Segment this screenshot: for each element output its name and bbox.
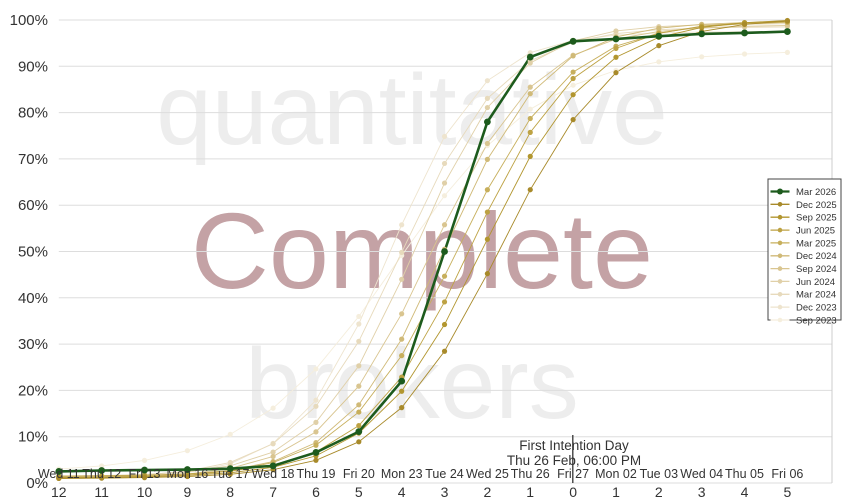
svg-text:Sep 2023: Sep 2023 xyxy=(796,315,837,326)
svg-text:2: 2 xyxy=(655,484,663,500)
svg-text:Mar 2026: Mar 2026 xyxy=(796,187,836,198)
svg-text:Jun 2024: Jun 2024 xyxy=(796,277,835,288)
svg-text:Thu 12: Thu 12 xyxy=(82,467,121,481)
svg-text:Thu 26 Feb, 06:00 PM: Thu 26 Feb, 06:00 PM xyxy=(507,453,641,468)
svg-text:60%: 60% xyxy=(18,197,48,214)
svg-text:Mon 16: Mon 16 xyxy=(167,467,209,481)
svg-text:Wed 25: Wed 25 xyxy=(466,467,509,481)
svg-text:Wed 11: Wed 11 xyxy=(38,467,80,481)
svg-text:4: 4 xyxy=(398,484,406,500)
svg-text:Mar 2025: Mar 2025 xyxy=(796,238,836,249)
svg-text:3: 3 xyxy=(441,484,449,500)
svg-text:Fri 06: Fri 06 xyxy=(771,467,803,481)
svg-text:5: 5 xyxy=(784,484,792,500)
svg-text:Thu 19: Thu 19 xyxy=(297,467,336,481)
svg-text:quantitative: quantitative xyxy=(156,54,667,166)
svg-text:100%: 100% xyxy=(10,12,48,29)
svg-text:Wed 18: Wed 18 xyxy=(252,467,295,481)
svg-text:80%: 80% xyxy=(18,105,48,122)
svg-text:Fri 13: Fri 13 xyxy=(129,467,161,481)
svg-text:Wed 04: Wed 04 xyxy=(680,467,723,481)
svg-text:7: 7 xyxy=(269,484,277,500)
svg-text:10%: 10% xyxy=(18,429,48,446)
svg-text:0: 0 xyxy=(569,484,577,500)
svg-text:Jun 2025: Jun 2025 xyxy=(796,226,835,237)
svg-text:Sep 2025: Sep 2025 xyxy=(796,213,837,224)
svg-text:12: 12 xyxy=(51,484,67,500)
svg-text:9: 9 xyxy=(184,484,192,500)
svg-text:Thu 26: Thu 26 xyxy=(511,467,550,481)
svg-text:Sep 2024: Sep 2024 xyxy=(796,264,837,275)
svg-text:5: 5 xyxy=(355,484,363,500)
svg-text:1: 1 xyxy=(526,484,534,500)
svg-text:Mon 02: Mon 02 xyxy=(595,467,637,481)
svg-text:Dec 2023: Dec 2023 xyxy=(796,303,837,314)
svg-text:First Intention Day: First Intention Day xyxy=(519,438,629,453)
svg-text:Dec 2024: Dec 2024 xyxy=(796,251,837,262)
svg-text:6: 6 xyxy=(312,484,320,500)
svg-text:8: 8 xyxy=(226,484,234,500)
svg-text:50%: 50% xyxy=(18,244,48,261)
svg-text:Mon 23: Mon 23 xyxy=(381,467,423,481)
svg-text:20%: 20% xyxy=(18,382,48,399)
svg-text:1: 1 xyxy=(612,484,620,500)
svg-text:90%: 90% xyxy=(18,58,48,75)
svg-text:40%: 40% xyxy=(18,290,48,307)
svg-text:Tue 03: Tue 03 xyxy=(640,467,679,481)
svg-text:Fri 20: Fri 20 xyxy=(343,467,375,481)
svg-text:Tue 24: Tue 24 xyxy=(425,467,464,481)
svg-text:11: 11 xyxy=(94,484,109,500)
svg-text:4: 4 xyxy=(741,484,749,500)
svg-text:3: 3 xyxy=(698,484,706,500)
svg-text:Thu 05: Thu 05 xyxy=(725,467,764,481)
svg-text:Dec 2025: Dec 2025 xyxy=(796,200,837,211)
svg-text:70%: 70% xyxy=(18,151,48,168)
svg-text:brokers: brokers xyxy=(245,328,578,440)
svg-text:30%: 30% xyxy=(18,336,48,353)
svg-text:2: 2 xyxy=(484,484,492,500)
svg-text:10: 10 xyxy=(137,484,153,500)
svg-text:Mar 2024: Mar 2024 xyxy=(796,290,836,301)
svg-text:Tue 17: Tue 17 xyxy=(211,467,250,481)
svg-text:Complete: Complete xyxy=(191,190,653,311)
